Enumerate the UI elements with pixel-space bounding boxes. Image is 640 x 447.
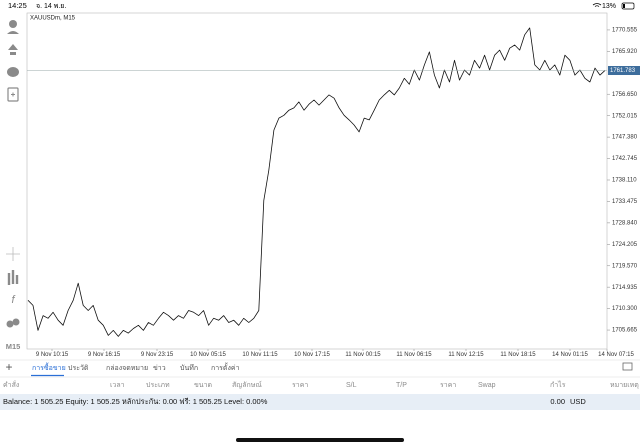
y-tick-label: 1738.110 bbox=[612, 178, 637, 184]
x-tick-label: 9 Nov 23:15 bbox=[141, 352, 174, 358]
balance-row bbox=[0, 394, 640, 410]
crosshair-icon[interactable] bbox=[6, 247, 20, 261]
timeframe[interactable]: M15 bbox=[6, 342, 21, 351]
column-header: T/P bbox=[396, 382, 407, 389]
add-chart-icon[interactable] bbox=[7, 87, 19, 102]
x-tick-label: 11 Nov 18:15 bbox=[500, 352, 536, 358]
objects-icon[interactable] bbox=[6, 320, 14, 328]
plot: 1770.555 1765.920 1756.650 1752.015 1747.380… bbox=[27, 27, 640, 358]
column-header: ราคา bbox=[292, 382, 308, 389]
battery-level bbox=[623, 4, 625, 8]
x-tick-label: 11 Nov 00:15 bbox=[345, 352, 381, 358]
column-header: คำสั่ง bbox=[3, 380, 19, 389]
tab-bar: การซื้อขาย ประวัติ กล่องจดหมาย ข่าว บันทึก กา… bbox=[31, 361, 240, 377]
chart-symbol: XAUUSDm, M15 bbox=[30, 16, 76, 22]
x-tick-label: 10 Nov 11:15 bbox=[242, 352, 278, 358]
y-tick-label: 1742.745 bbox=[612, 156, 638, 162]
left-toolbar: f M15 bbox=[6, 20, 21, 351]
x-tick-label: 11 Nov 12:15 bbox=[448, 352, 484, 358]
column-header: ราคา bbox=[440, 382, 456, 389]
status-battery: 13% bbox=[602, 3, 616, 10]
status-date: จ. 14 พ.ย. bbox=[36, 3, 66, 10]
column-header: หมายเหตุ bbox=[610, 382, 639, 389]
column-header: เวลา bbox=[110, 382, 125, 389]
x-tick-label: 10 Nov 05:15 bbox=[190, 352, 226, 358]
candles-icon[interactable] bbox=[7, 270, 19, 285]
tab[interactable]: ประวัติ bbox=[68, 364, 89, 372]
y-tick-label: 1719.570 bbox=[612, 263, 638, 269]
chart-frame bbox=[26, 12, 608, 350]
account-icon[interactable] bbox=[9, 20, 17, 28]
tab[interactable]: ข่าว bbox=[153, 365, 166, 372]
y-tick-label: 1733.475 bbox=[612, 199, 638, 205]
x-tick-label: 10 Nov 17:15 bbox=[294, 352, 330, 358]
y-tick-label: 1752.015 bbox=[612, 113, 638, 119]
column-header: ประเภท bbox=[146, 382, 170, 389]
y-tick-label: 1710.300 bbox=[612, 306, 638, 312]
currency: USD bbox=[570, 397, 586, 406]
current-price-tag bbox=[608, 66, 640, 76]
chat-icon[interactable] bbox=[7, 67, 19, 77]
profit-total: 0.00 bbox=[550, 397, 565, 406]
y-tick-label: 1724.205 bbox=[612, 242, 638, 248]
y-tick-label: 1705.665 bbox=[612, 328, 638, 334]
tab[interactable]: การตั้งค่า bbox=[211, 361, 240, 372]
tab[interactable]: การซื้อขาย bbox=[32, 361, 66, 372]
y-tick-label: 1747.380 bbox=[612, 135, 638, 141]
y-tick-label: 1756.650 bbox=[612, 92, 638, 98]
x-tick-label: 9 Nov 10:15 bbox=[36, 352, 69, 358]
y-tick-label: 1765.920 bbox=[612, 49, 638, 55]
trade-icon[interactable] bbox=[8, 44, 18, 55]
add-button[interactable]: + bbox=[5, 360, 12, 374]
column-header: Swap bbox=[478, 382, 496, 389]
home-indicator bbox=[236, 438, 404, 442]
tab[interactable]: กล่องจดหมาย bbox=[106, 365, 148, 372]
column-header: ขนาด bbox=[194, 382, 212, 389]
balance-summary: Balance: 1 505.25 Equity: 1 505.25 หลักป… bbox=[3, 397, 268, 406]
price-line bbox=[27, 27, 606, 337]
column-header: สัญลักษณ์ bbox=[232, 381, 262, 389]
toggle-panel-icon[interactable] bbox=[622, 362, 633, 371]
column-header: S/L bbox=[346, 382, 357, 389]
battery-icon bbox=[621, 2, 635, 10]
column-header: กำไร bbox=[550, 380, 566, 389]
x-tick-label: 14 Nov 01:15 bbox=[552, 352, 588, 358]
x-tick-label: 14 Nov 07:15 bbox=[598, 352, 634, 358]
current-price-label: 1761.783 bbox=[610, 68, 636, 74]
column-headers: คำสั่ง เวลา ประเภท ขนาด สัญลักษณ์ ราคา S/L T/P ร… bbox=[3, 380, 639, 389]
account-icon-body bbox=[7, 31, 19, 34]
indicator-icon[interactable]: f bbox=[11, 294, 15, 306]
y-tick-label: 1728.840 bbox=[612, 220, 638, 226]
x-tick-label: 9 Nov 16:15 bbox=[88, 352, 121, 358]
y-tick-label: 1770.555 bbox=[612, 28, 638, 34]
tab[interactable]: บันทึก bbox=[180, 363, 198, 372]
y-tick-label: 1714.935 bbox=[612, 285, 638, 291]
status-time: 14:25 bbox=[8, 1, 27, 10]
wifi-icon bbox=[592, 3, 602, 7]
x-tick-label: 11 Nov 06:15 bbox=[396, 352, 432, 358]
